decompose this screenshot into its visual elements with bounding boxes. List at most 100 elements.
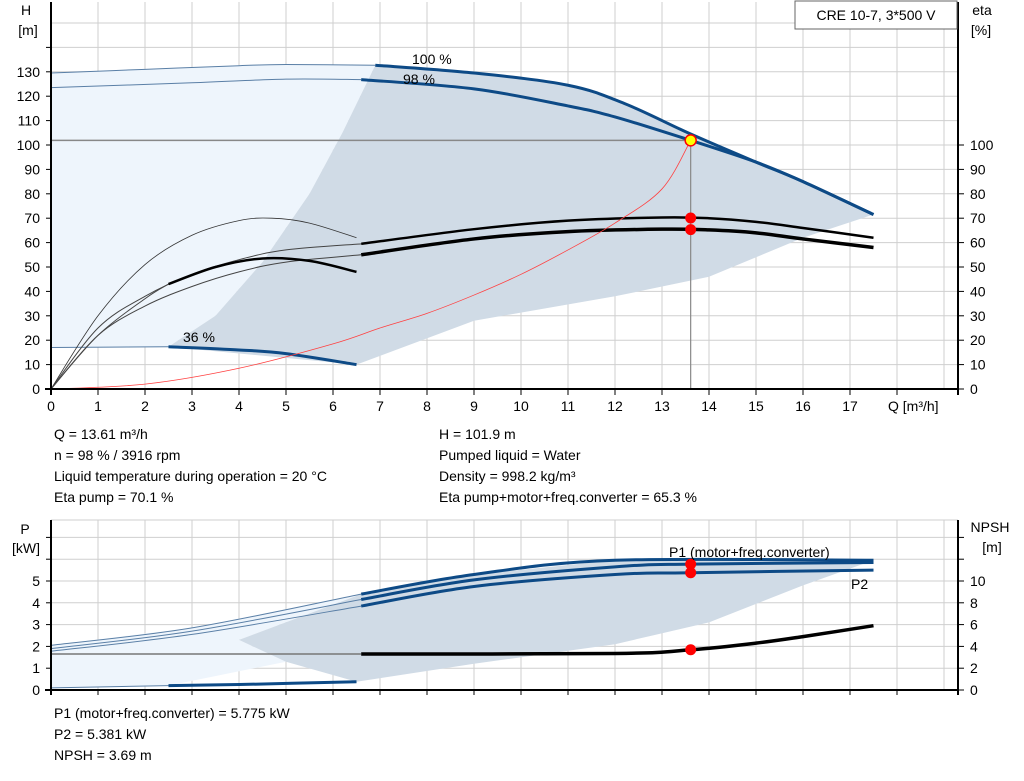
info-speed: n = 98 % / 3916 rpm: [54, 447, 181, 463]
x-tick-label: 7: [376, 398, 384, 414]
label-98pct: 98 %: [403, 71, 435, 87]
info-p2: P2 = 5.381 kW: [54, 726, 147, 742]
info-eta-pump: Eta pump = 70.1 %: [54, 489, 174, 505]
npsh-tick-label: 0: [970, 682, 978, 698]
curve-thin-0: [50, 63, 376, 74]
x-tick-label: 17: [842, 398, 858, 414]
title-box: [794, 0, 958, 30]
p-tick-label: 5: [32, 573, 40, 589]
power-area-light: [51, 594, 362, 688]
p-axis-label: P: [20, 521, 29, 537]
x-tick-label: 0: [47, 398, 55, 414]
x-tick-label: 5: [282, 398, 290, 414]
eta-tick-label: 100: [970, 137, 994, 153]
x-tick-label: 6: [329, 398, 337, 414]
x-axis-label: Q [m³/h]: [888, 398, 939, 414]
npsh-tick-label: 8: [970, 595, 978, 611]
curve-thin-1: [50, 78, 362, 89]
info-bottom: P1 (motor+freq.converter) = 5.775 kW P2 …: [54, 703, 290, 766]
y-tick-label: 120: [17, 88, 41, 104]
curve-4: [360, 227, 874, 257]
eta-tick-label: 90: [970, 161, 986, 177]
curve-thin-2: [50, 346, 169, 349]
info-eta-total: Eta pump+motor+freq.converter = 65.3 %: [439, 489, 697, 505]
x-tick-label: 15: [748, 398, 764, 414]
eta-tick-label: 0: [970, 381, 978, 397]
info-npsh: NPSH = 3.69 m: [54, 747, 152, 763]
x-tick-label: 11: [561, 398, 576, 414]
duty-point: [684, 134, 697, 147]
p-tick-label: 2: [32, 638, 40, 654]
p1-point: [685, 558, 697, 570]
curve-thin-6: [50, 283, 169, 390]
info-density: Density = 998.2 kg/m³: [439, 468, 576, 484]
npsh-tick-label: 10: [970, 573, 986, 589]
eta-tick-label: 10: [970, 357, 986, 373]
curve-thin-p2: [50, 605, 362, 652]
x-tick-label: 13: [654, 398, 670, 414]
npsh-axis-label: NPSH: [971, 519, 1010, 535]
x-tick-label: 1: [94, 398, 102, 414]
curve-thin-p3: [50, 685, 169, 689]
y-tick-label: 40: [24, 283, 40, 299]
p-tick-label: 3: [32, 617, 40, 633]
curve-thin-p1: [50, 599, 362, 650]
y-tick-label: 0: [32, 381, 40, 397]
curve-5: [50, 217, 357, 390]
eta-tick-label: 80: [970, 186, 986, 202]
eta-tick-label: 50: [970, 259, 986, 275]
y-tick-label: 70: [24, 210, 40, 226]
info-temperature: Liquid temperature during operation = 20…: [54, 468, 327, 484]
x-tick-label: 12: [607, 398, 623, 414]
npsh-tick-label: 4: [970, 638, 978, 654]
x-tick-label: 9: [470, 398, 478, 414]
y-tick-label: 30: [24, 308, 40, 324]
eta-tick-label: 60: [970, 235, 986, 251]
info-p1: P1 (motor+freq.converter) = 5.775 kW: [54, 705, 290, 721]
info-head: H = 101.9 m: [439, 426, 516, 442]
curve-1: [361, 78, 875, 216]
p-axis-unit: [kW]: [12, 540, 40, 556]
npsh-tick-label: 2: [970, 660, 978, 676]
chart-title: CRE 10-7, 3*500 V: [816, 7, 936, 23]
h-axis-label: H: [21, 2, 31, 18]
curve-3: [361, 216, 874, 246]
y-tick-label: 100: [17, 137, 41, 153]
y-tick-label: 50: [24, 259, 40, 275]
eta-axis-unit: [%]: [971, 22, 991, 38]
system-curve: [50, 140, 692, 390]
curve-6: [168, 256, 357, 286]
npsh-point: [685, 644, 697, 656]
curve-p0: [360, 557, 874, 596]
x-tick-label: 10: [513, 398, 529, 414]
y-tick-label: 20: [24, 332, 40, 348]
curve-p1: [360, 560, 874, 602]
eta-axis-label: eta: [972, 2, 992, 18]
power-area-dark: [239, 560, 874, 682]
x-tick-label: 3: [188, 398, 196, 414]
p-tick-label: 0: [32, 682, 40, 698]
x-tick-label: 4: [235, 398, 243, 414]
h-axis-unit: [m]: [18, 22, 37, 38]
y-tick-label: 60: [24, 235, 40, 251]
x-tick-label: 16: [795, 398, 811, 414]
eta-tick-label: 40: [970, 283, 986, 299]
eta-total-point: [685, 224, 697, 236]
eta-pump-point: [685, 212, 697, 224]
x-tick-label: 8: [423, 398, 431, 414]
npsh-axis-unit: [m]: [982, 539, 1001, 555]
label-100pct: 100 %: [412, 51, 452, 67]
info-top-right: H = 101.9 m Pumped liquid = Water Densit…: [439, 424, 697, 508]
y-tick-label: 110: [18, 113, 41, 129]
eta-tick-label: 20: [970, 332, 986, 348]
x-tick-label: 14: [701, 398, 717, 414]
curve-p2: [360, 568, 874, 608]
y-tick-label: 10: [24, 357, 40, 373]
p2-point: [685, 567, 697, 579]
p-tick-label: 1: [32, 660, 40, 676]
info-flow: Q = 13.61 m³/h: [54, 426, 148, 442]
p-tick-label: 4: [32, 595, 40, 611]
curve-2: [168, 345, 357, 367]
y-tick-label: 90: [24, 161, 40, 177]
